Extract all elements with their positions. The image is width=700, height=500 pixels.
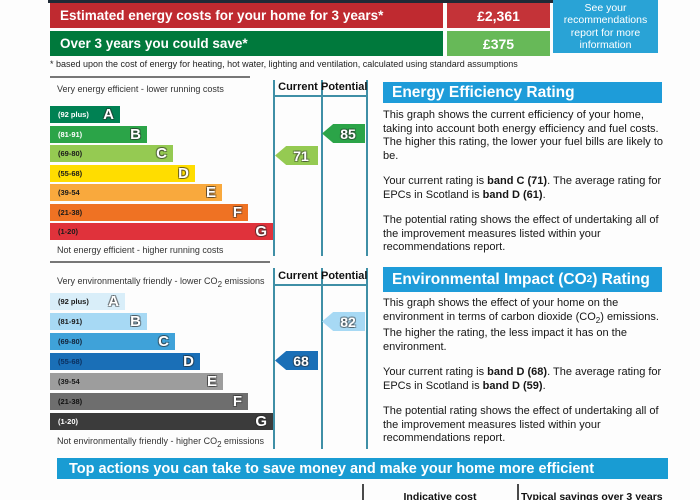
band-range-label: (55-68) [58,169,83,178]
co2-band-a: (92 plus) A [50,293,125,310]
co2-panel-title: Environmental Impact (CO 2) Rating [383,267,662,292]
energy-panel-title: Energy Efficiency Rating [383,82,662,103]
assumptions-footnote: * based upon the cost of energy for heat… [50,59,518,69]
table-line [273,268,275,449]
energy-band-d: (55-68) D [50,165,195,182]
band-range-label: (92 plus) [58,110,89,119]
table-line [273,284,368,286]
band-letter: B [130,313,141,330]
scan-top-edge [48,0,553,3]
band-letter: C [158,333,169,350]
band-letter: A [108,293,119,310]
energy-current-arrow: 71 [275,146,318,165]
co2-para-1: This graph shows the effect of your home… [383,297,659,353]
band-letter: F [232,393,242,410]
energy-band-a: (92 plus) A [50,106,120,123]
energy-potential-header: Potential [321,81,368,93]
band-letter: F [232,204,242,221]
band-letter: D [178,165,189,182]
table-line [321,80,323,256]
co2-band-g: (1-20) G [50,413,273,430]
co2-potential-arrow: 82 [322,312,365,331]
band-range-label: (1-20) [58,227,79,236]
co2-para-2: Your current rating is band D (68). The … [383,366,662,392]
band-letter: G [255,223,267,240]
energy-para-3: The potential rating shows the effect of… [383,214,659,253]
energy-current-header: Current [278,81,318,93]
energy-band-e: (39-54 E [50,184,222,201]
co2-band-b: (81-91) B [50,313,147,330]
table-line [321,268,323,449]
energy-top-caption: Very energy efficient - lower running co… [57,84,224,94]
table-line [366,268,368,449]
energy-band-g: (1-20) G [50,223,273,240]
savings-row-label: Over 3 years you could save* [50,31,443,56]
energy-band-c: (69-80) C [50,145,173,162]
divider-line [50,76,250,78]
actions-table-line [517,484,519,500]
actions-table-line [362,484,364,500]
band-letter: A [103,106,114,123]
band-range-label: (39-54 [58,188,80,197]
table-line [273,80,275,256]
co2-bottom-caption: Not environmentally friendly - higher CO… [57,436,265,449]
estimated-costs-row-label: Estimated energy costs for your home for… [50,3,443,28]
energy-para-2: Your current rating is band C (71). The … [383,175,662,201]
band-letter: E [205,184,216,201]
band-range-label: (39-54 [58,377,80,386]
indicative-cost-header: Indicative cost [403,491,477,500]
energy-band-b: (81-91) B [50,126,147,143]
band-range-label: (92 plus) [58,297,89,306]
co2-band-c: (69-80) C [50,333,175,350]
co2-potential-header: Potential [321,270,368,282]
band-range-label: (69-80) [58,149,83,158]
typical-savings-header: Typical savings over 3 years [521,491,663,500]
divider-line [50,261,270,263]
savings-value: £375 [447,31,550,56]
co2-current-header: Current [278,270,318,282]
estimated-costs-value: £2,361 [447,3,550,28]
band-range-label: (81-91) [58,317,83,326]
band-letter: G [255,413,267,430]
energy-panel-text: This graph shows the current efficiency … [383,109,666,267]
top-actions-title: Top actions you can take to save money a… [57,458,668,479]
band-range-label: (55-68) [58,357,83,366]
band-range-label: (69-80) [58,337,83,346]
co2-band-f: (21-38) F [50,393,248,410]
co2-top-caption: Very environmentally friendly - lower CO… [57,276,265,289]
table-line [366,80,368,256]
energy-potential-arrow: 85 [322,124,365,143]
band-letter: B [130,126,141,143]
band-letter: D [183,353,194,370]
co2-panel-text: This graph shows the effect of your home… [383,297,666,458]
band-range-label: (1-20) [58,417,79,426]
band-range-label: (21-38) [58,208,83,217]
band-range-label: (81-91) [58,130,83,139]
co2-band-e: (39-54 E [50,373,223,390]
co2-current-arrow: 68 [275,351,318,370]
energy-band-f: (21-38) F [50,204,248,221]
co2-band-d: (55-68) D [50,353,200,370]
energy-para-1: This graph shows the current efficiency … [383,109,664,162]
band-letter: E [206,373,217,390]
energy-bottom-caption: Not energy efficient - higher running co… [57,245,224,255]
recommendations-info-box: See your recommendations report for more… [553,0,658,53]
co2-para-3: The potential rating shows the effect of… [383,405,659,445]
band-letter: C [156,145,167,162]
table-line [273,95,368,97]
band-range-label: (21-38) [58,397,83,406]
